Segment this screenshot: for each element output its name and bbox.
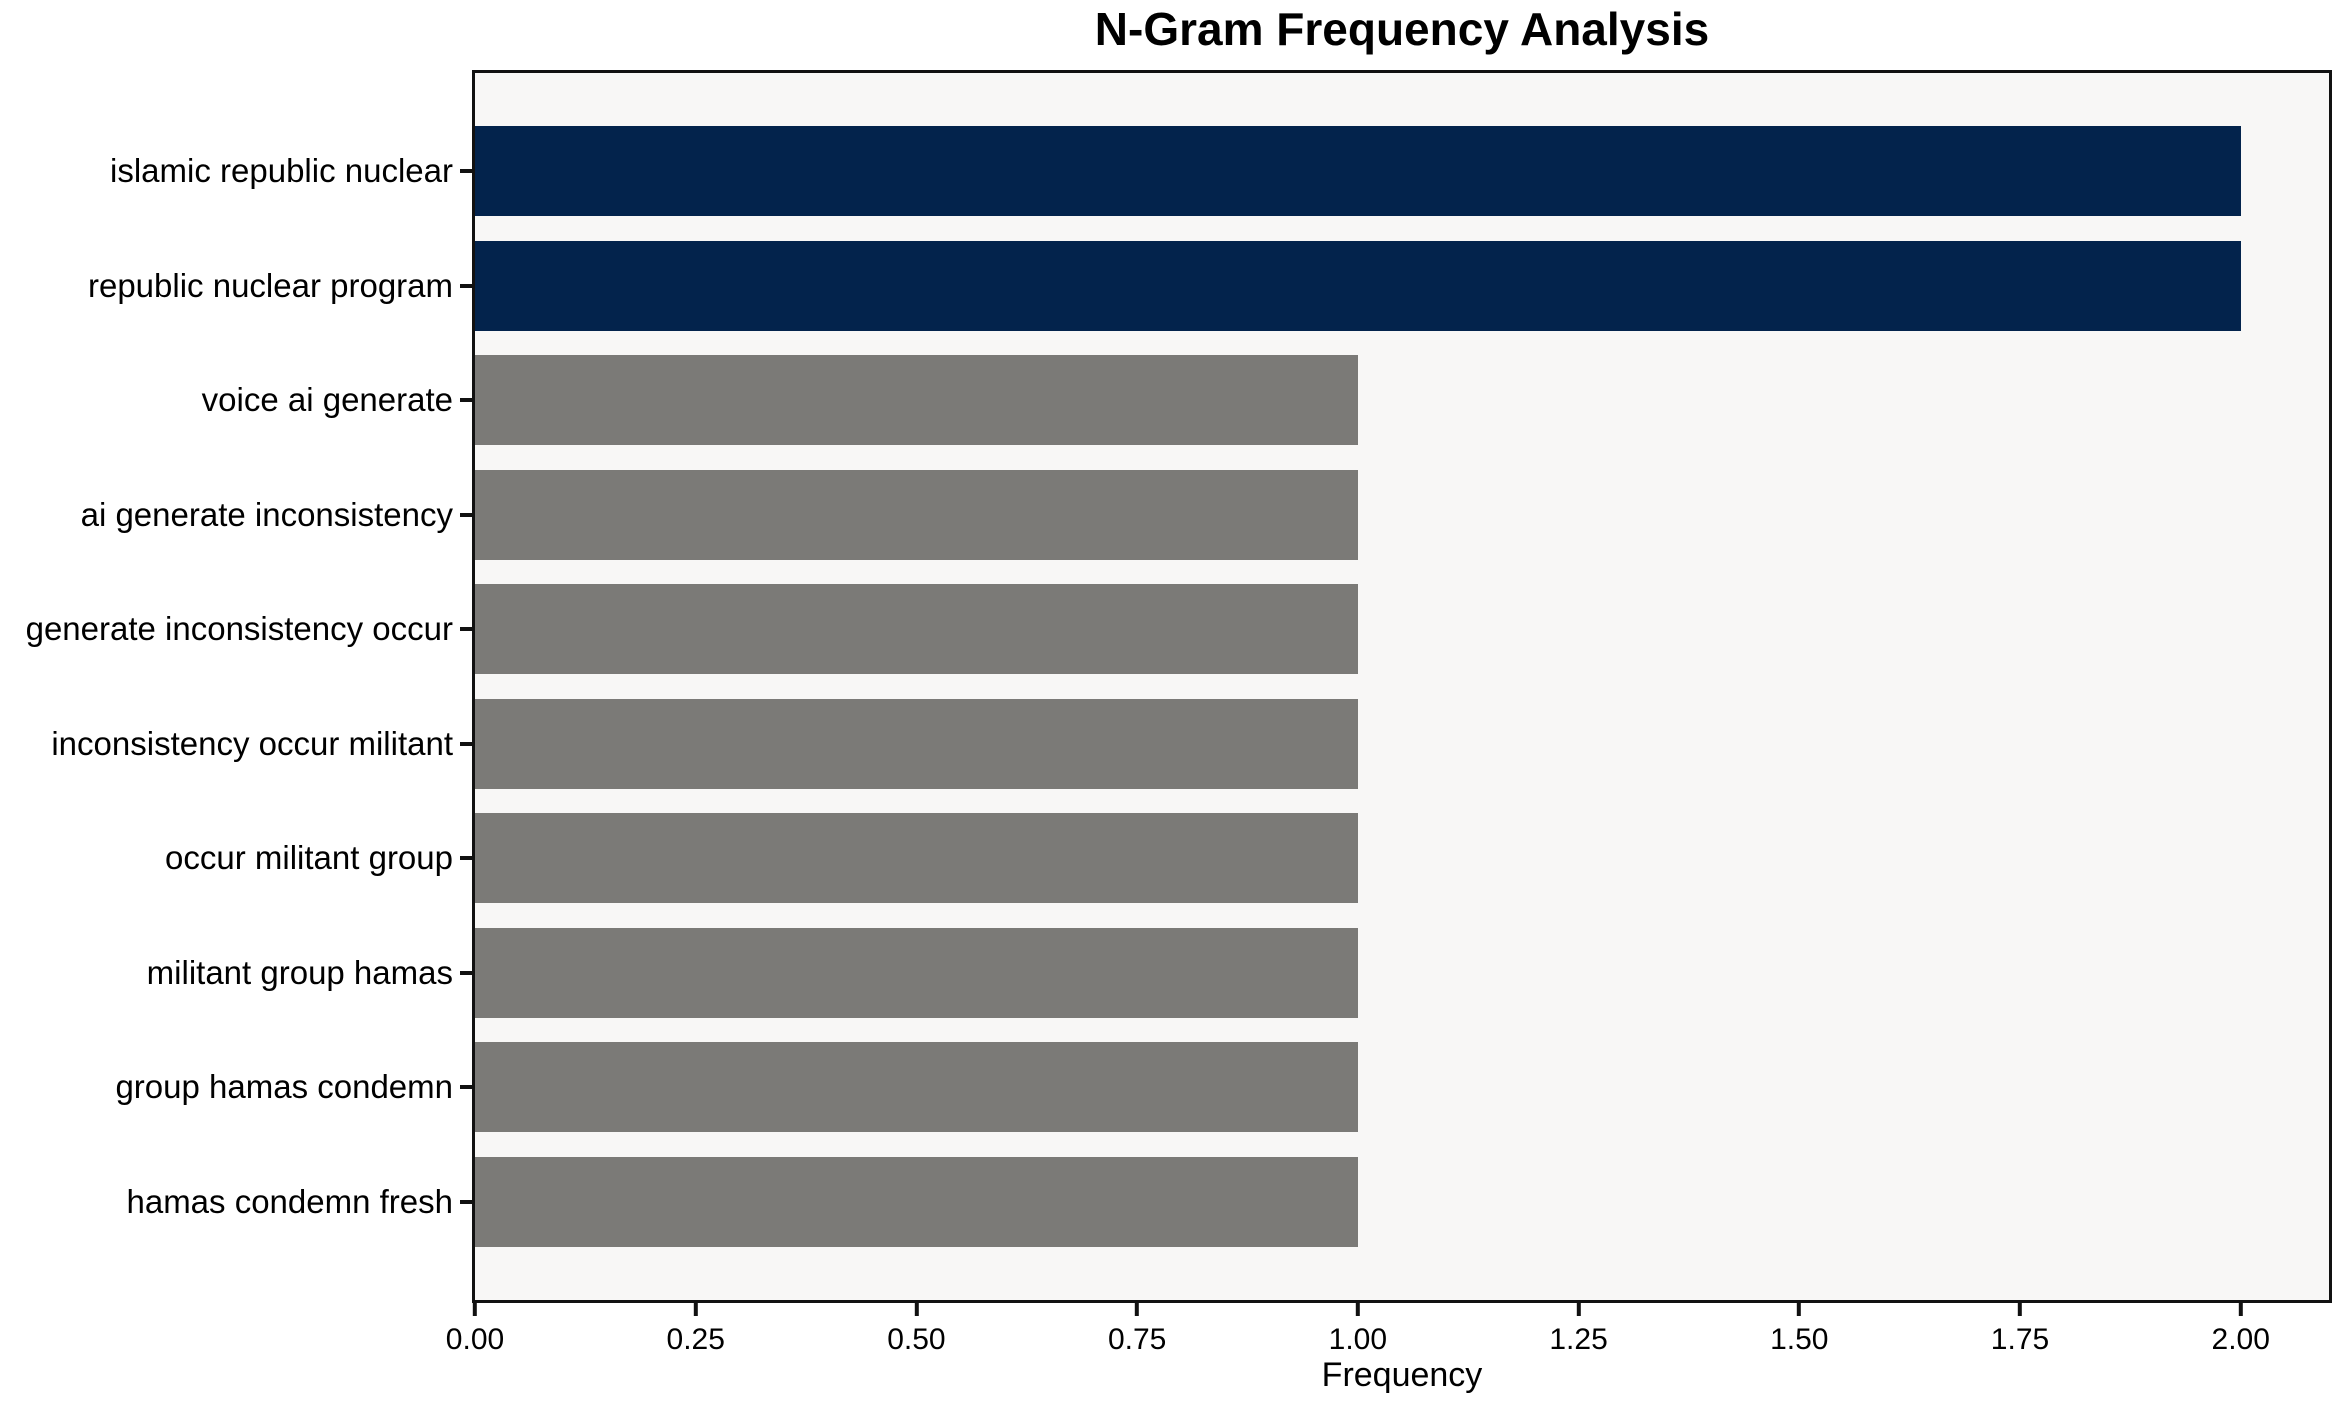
bar [475,355,1358,446]
chart-title: N-Gram Frequency Analysis [1094,3,1710,55]
x-tick: 1.25 [1549,1303,1608,1357]
x-tick-label: 1.00 [1328,1323,1388,1356]
x-tick-mark [1135,1303,1140,1316]
x-tick: 0.00 [446,1303,504,1357]
x-tick-label: 0.50 [887,1323,946,1356]
y-axis-label: generate inconsistency occur [25,610,453,648]
y-tick-mark [460,856,472,861]
bar [475,1156,1358,1247]
x-tick-label: 0.75 [1107,1323,1167,1356]
bar-row: islamic republic nuclear [110,126,2329,216]
x-tick-mark [1576,1303,1581,1316]
y-tick-mark [460,1085,472,1090]
bar-row: republic nuclear program [88,240,2329,331]
y-axis-label: ai generate inconsistency [80,495,453,533]
x-tick-label: 1.25 [1549,1323,1608,1356]
bars-container: islamic republic nuclear republic nuclear… [26,126,2329,1247]
y-axis-label: voice ai generate [201,381,453,419]
x-tick-mark [693,1303,698,1316]
x-tick-mark [472,1303,477,1316]
x-tick-mark [2017,1303,2022,1316]
bar [475,927,1358,1018]
x-tick-label: 1.50 [1770,1323,1829,1356]
y-axis-label: islamic republic nuclear [110,152,453,189]
x-tick: 1.75 [1991,1303,2049,1357]
bar-row: hamas condemn fresh [126,1156,2329,1247]
x-tick-label: 0.00 [445,1323,505,1356]
x-tick: 0.50 [887,1303,946,1357]
x-tick-mark [2238,1303,2243,1316]
x-tick-label: 0.25 [666,1323,725,1356]
y-axis-label: inconsistency occur militant [51,724,453,762]
y-axis-label: republic nuclear program [87,266,453,304]
y-tick-mark [460,741,472,746]
x-tick-mark [914,1303,919,1316]
y-axis-label: hamas condemn fresh [126,1182,453,1220]
plot-area: islamic republic nuclear republic nuclear… [26,70,2332,1356]
y-tick-mark [460,169,472,173]
bar-row: ai generate inconsistency [81,469,2329,560]
y-tick-mark [460,970,472,975]
y-tick-mark [460,627,472,632]
y-axis-label: militant group hamas [146,953,453,991]
y-axis-label: group hamas condemn [115,1068,453,1106]
y-tick-mark [460,398,472,403]
bar [475,813,1358,904]
y-axis-label: occur militant group [165,839,453,877]
bar [475,240,2241,331]
y-tick-mark [460,283,472,288]
x-tick-mark [1797,1303,1802,1316]
bar-row: occur militant group [165,813,2329,904]
bar [475,1042,1358,1133]
x-tick: 1.00 [1329,1303,1387,1357]
x-tick: 1.50 [1770,1303,1828,1357]
x-tick-label: 2.00 [2211,1323,2270,1356]
bar-row: voice ai generate [202,355,2329,446]
bar-row: generate inconsistency occur [26,584,2329,675]
bar-row: inconsistency occur militant [51,698,2329,789]
x-tick-mark [1355,1303,1360,1316]
bar [475,584,1358,675]
y-tick-mark [460,512,472,517]
x-tick: 0.75 [1108,1303,1166,1357]
bar-row: militant group hamas [147,927,2329,1018]
bar [475,126,2241,216]
bar [475,469,1358,560]
x-tick: 0.25 [667,1303,725,1357]
bar [475,698,1358,789]
y-tick-mark [460,1199,472,1204]
x-tick-label: 1.75 [1990,1323,2050,1356]
x-tick: 2.00 [2212,1303,2270,1357]
bar-row: group hamas condemn [115,1042,2329,1133]
x-axis-title: Frequency [1321,1356,1483,1394]
